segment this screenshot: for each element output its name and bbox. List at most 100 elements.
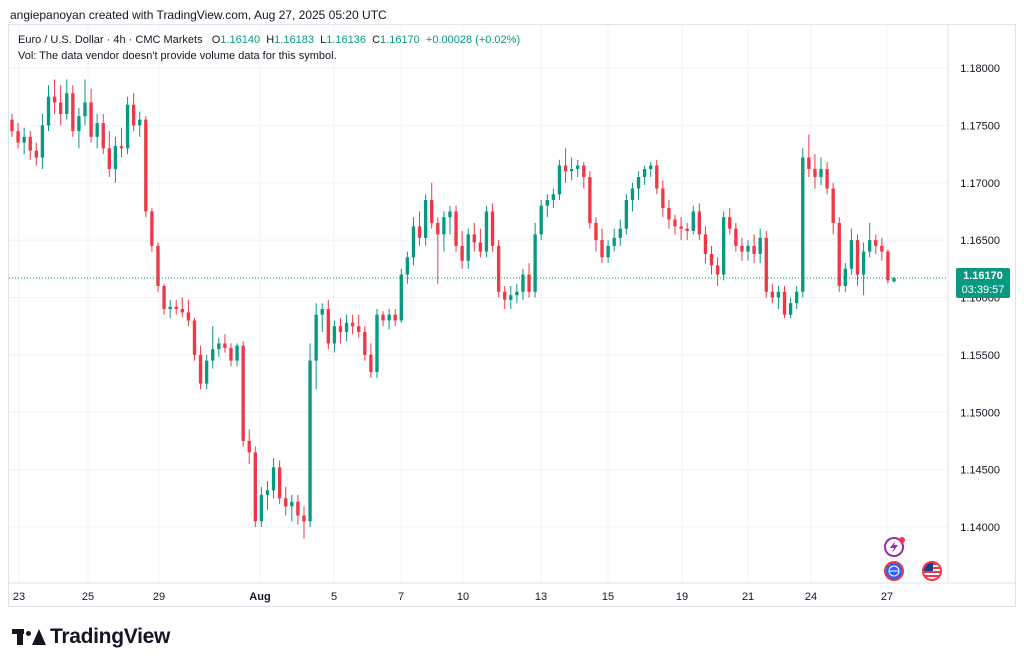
candle-body — [849, 240, 854, 269]
candle-body — [715, 265, 720, 275]
candle — [107, 131, 111, 178]
candle-body — [758, 237, 762, 254]
candle — [630, 182, 635, 212]
candle — [618, 219, 622, 246]
time-tick-label: 23 — [13, 591, 25, 603]
candle-body — [326, 308, 330, 344]
calendar-icon[interactable] — [884, 561, 904, 581]
candle — [211, 326, 215, 369]
candle-body — [539, 205, 543, 235]
price-tick-label: 1.16500 — [960, 235, 1000, 247]
candle-body — [77, 116, 81, 132]
candle-body — [241, 345, 245, 441]
candle-body — [448, 211, 452, 218]
candle-body — [34, 150, 39, 158]
candle — [709, 245, 714, 275]
candle-body — [423, 199, 428, 238]
candle — [722, 211, 726, 281]
candle-body — [344, 322, 349, 332]
candle — [460, 230, 464, 269]
time-tick-label: 19 — [676, 591, 688, 603]
candle — [387, 308, 391, 330]
candle-body — [533, 234, 537, 292]
candle — [576, 159, 580, 178]
candle — [423, 194, 428, 246]
candle — [606, 240, 610, 264]
candle — [241, 341, 245, 447]
candle-body — [503, 291, 507, 300]
candle-body — [606, 245, 610, 258]
candle-body — [460, 245, 464, 261]
price-tick-label: 1.17000 — [960, 178, 1000, 190]
time-tick-label: 21 — [742, 591, 754, 603]
candle-body — [387, 314, 391, 321]
candle-body — [600, 240, 604, 258]
candle — [490, 203, 495, 252]
candle — [363, 326, 367, 361]
candle-body — [375, 314, 379, 373]
candle-body — [192, 320, 197, 355]
candle — [758, 228, 762, 264]
candle — [192, 318, 197, 361]
candle — [247, 429, 251, 464]
candle — [271, 458, 276, 499]
candle-body — [217, 343, 221, 350]
legend-close: 1.16170 — [380, 34, 420, 46]
candle-body — [685, 228, 689, 231]
candle-body — [496, 245, 501, 292]
price-tick-label: 1.14500 — [960, 465, 1000, 477]
candle-body — [649, 165, 653, 169]
candle — [180, 297, 184, 318]
candle-body — [801, 157, 805, 292]
candle — [679, 217, 683, 241]
legend-high: 1.16183 — [274, 34, 314, 46]
candle-body — [125, 104, 130, 149]
candle — [594, 217, 598, 252]
candle — [642, 165, 647, 186]
candle — [357, 314, 361, 338]
us-flag-icon[interactable] — [922, 561, 942, 581]
candle — [746, 240, 750, 261]
candle — [795, 286, 799, 309]
candle-body — [490, 211, 495, 246]
candle — [131, 93, 136, 132]
candle — [703, 226, 708, 264]
candle-body — [527, 274, 531, 292]
tradingview-logo[interactable]: TradingView — [12, 624, 170, 650]
lightning-icon[interactable] — [884, 537, 905, 557]
candle-body — [582, 165, 586, 178]
candle — [28, 131, 32, 160]
candle — [867, 222, 872, 258]
candle — [673, 214, 677, 235]
candle — [764, 230, 768, 298]
candle-body — [405, 257, 410, 275]
candle-body — [642, 168, 647, 178]
candle — [302, 506, 306, 539]
candle — [831, 182, 835, 235]
candle — [770, 283, 775, 304]
candle — [344, 314, 349, 342]
candle-body — [198, 354, 203, 384]
candle-body — [52, 96, 57, 103]
legend-open: 1.16140 — [220, 34, 261, 46]
candle-body — [235, 345, 239, 361]
candle-body — [320, 308, 324, 315]
candle-body — [83, 102, 87, 117]
candle-body — [430, 199, 434, 223]
price-axis: 1.180001.175001.170001.165001.160001.155… — [960, 63, 1000, 534]
candle-body — [22, 136, 26, 143]
candle — [290, 494, 294, 522]
candle-body — [180, 308, 184, 313]
candle — [253, 446, 257, 527]
candle-body — [107, 148, 111, 169]
price-tick-label: 1.15000 — [960, 407, 1000, 419]
candle — [405, 251, 410, 284]
candle — [545, 194, 549, 218]
candles — [10, 79, 896, 539]
candle-body — [667, 207, 671, 220]
candle — [162, 283, 166, 315]
candle — [734, 222, 738, 252]
candle — [156, 242, 160, 292]
candle — [527, 263, 531, 298]
